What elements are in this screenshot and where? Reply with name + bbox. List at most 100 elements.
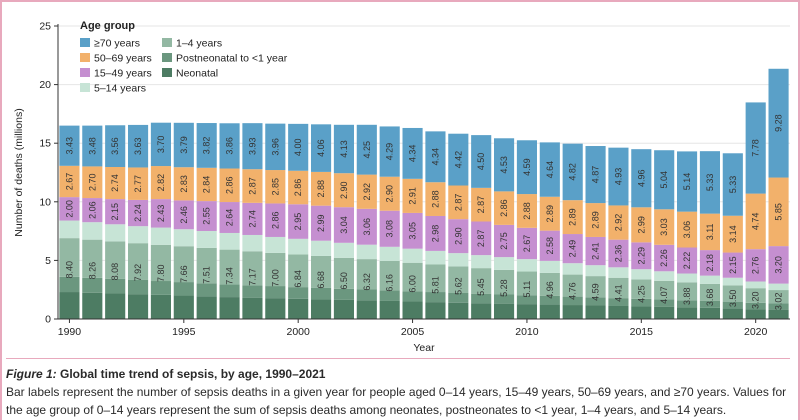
bar-2015-segment-4 [631, 242, 652, 270]
value-label-1994-labels_15_49: 2.43 [156, 205, 166, 223]
bar-2000-segment-2 [288, 254, 309, 288]
bar-2012-segment-0 [562, 305, 583, 319]
bar-1999-segment-6 [265, 123, 286, 171]
value-label-2004-labels_0_14: 6.16 [385, 274, 395, 292]
bar-1998-segment-1 [242, 285, 263, 298]
caption-text: Bar labels represent the number of sepsi… [6, 385, 787, 417]
bar-2014-segment-0 [608, 305, 629, 319]
bar-1995-segment-0 [173, 295, 194, 319]
figure-label: Figure 1: [6, 367, 57, 381]
bar-2016-segment-0 [654, 306, 675, 319]
legend-swatch-3 [80, 83, 90, 92]
bar-2017-segment-5 [676, 211, 698, 248]
bar-1990-segment-5 [59, 165, 80, 198]
value-label-1991-labels_70: 3.48 [87, 137, 97, 155]
x-tick-label-2010: 2010 [515, 326, 539, 338]
bar-1994-segment-4 [150, 199, 172, 228]
bar-1991-segment-3 [82, 222, 103, 240]
bar-2001-segment-4 [310, 205, 332, 241]
bar-1992-segment-0 [105, 293, 126, 319]
bar-2013-segment-0 [585, 305, 606, 319]
bar-2006-segment-4 [425, 215, 446, 251]
bar-2005-segment-1 [402, 291, 423, 302]
bar-2015-segment-1 [631, 298, 652, 307]
bar-2020-segment-1 [745, 302, 766, 310]
value-label-1997-labels_50_69: 2.86 [225, 177, 235, 195]
bar-2019-segment-0 [722, 308, 743, 319]
bar-2002-segment-4 [333, 207, 355, 243]
value-label-2019-labels_0_14: 3.50 [728, 290, 738, 308]
bar-1990-segment-3 [59, 220, 80, 239]
bar-2011-segment-0 [539, 304, 560, 319]
bar-2007-segment-3 [448, 253, 469, 267]
value-label-1995-labels_70: 3.79 [179, 136, 189, 154]
value-label-2011-labels_15_49: 2.58 [545, 237, 555, 255]
bar-2005-segment-6 [402, 127, 423, 179]
legend-label-0: Neonatal [176, 68, 218, 80]
bar-2009-segment-5 [493, 191, 515, 225]
value-label-2006-labels_50_69: 2.88 [430, 190, 440, 208]
value-label-2007-labels_0_14: 5.62 [453, 277, 463, 295]
x-tick-label-2015: 2015 [630, 326, 654, 338]
value-label-2019-labels_15_49: 2.15 [728, 256, 738, 274]
bar-2016-segment-1 [654, 299, 675, 307]
bar-2007-segment-5 [448, 185, 469, 220]
value-label-2009-labels_15_49: 2.75 [499, 232, 509, 250]
bar-2015-segment-5 [631, 207, 652, 243]
axes: 0 5 10 15 20 25 1990 1995 2000 2005 2010 2015 2020 [39, 21, 790, 338]
bar-2018-segment-2 [699, 283, 721, 301]
bar-2005-segment-4 [402, 212, 423, 249]
bar-1991-segment-2 [82, 239, 103, 278]
bar-2002-segment-3 [333, 242, 355, 258]
bar-2003-segment-2 [356, 259, 377, 290]
bar-2007-segment-0 [448, 302, 469, 319]
bar-2012-segment-2 [562, 274, 583, 297]
bar-2001-segment-5 [310, 171, 332, 206]
bar-2006-segment-0 [425, 302, 446, 319]
bar-2019-segment-4 [722, 252, 743, 278]
bar-2002-segment-5 [333, 173, 355, 208]
bar-2005-segment-5 [402, 178, 423, 213]
bar-2020-segment-0 [745, 309, 766, 319]
value-label-2009-labels_70: 4.53 [499, 156, 509, 174]
value-label-2021-labels_0_14: 3.02 [774, 293, 784, 311]
legend-swatch-5 [80, 53, 90, 62]
bar-1999-segment-5 [265, 170, 286, 204]
value-label-2003-labels_15_49: 3.06 [362, 218, 372, 236]
bar-2014-segment-3 [608, 267, 629, 278]
bar-1997-segment-4 [219, 202, 240, 233]
bar-2003-segment-6 [356, 124, 377, 175]
bar-2014-segment-2 [608, 277, 629, 299]
bar-2008-segment-3 [471, 255, 492, 269]
value-label-1993-labels_70: 3.63 [133, 137, 143, 155]
bar-2015-segment-0 [631, 306, 652, 319]
bar-2012-segment-4 [562, 234, 583, 264]
bar-2009-segment-1 [493, 294, 515, 304]
value-label-2017-labels_70: 5.14 [682, 173, 692, 191]
value-label-2006-labels_70: 4.34 [430, 148, 440, 166]
bar-2017-segment-3 [676, 273, 698, 283]
bar-1998-segment-4 [242, 202, 263, 235]
legend-swatch-1 [162, 53, 172, 62]
bar-2010-segment-4 [516, 227, 538, 260]
value-label-2002-labels_15_49: 3.04 [339, 216, 349, 234]
bar-1995-segment-2 [173, 246, 194, 283]
bar-1998-segment-0 [242, 297, 263, 319]
figure-caption: Figure 1: Global time trend of sepsis, b… [6, 358, 790, 419]
bar-1999-segment-1 [265, 286, 286, 299]
value-label-2007-labels_50_69: 2.87 [453, 194, 463, 212]
value-label-2011-labels_70: 4.64 [545, 161, 555, 179]
y-tick-label-20: 20 [39, 79, 51, 91]
value-label-2008-labels_70: 4.50 [476, 153, 486, 171]
bar-2020-segment-5 [745, 193, 766, 250]
bar-2021-segment-4 [768, 246, 789, 284]
value-label-2020-labels_0_14: 3.20 [751, 291, 761, 309]
bar-2018-segment-6 [699, 151, 721, 214]
bar-2020-segment-2 [745, 288, 766, 303]
legend-title: Age group [80, 20, 135, 32]
bar-2015-segment-6 [631, 149, 652, 208]
bar-2018-segment-0 [699, 307, 721, 319]
value-label-2010-labels_15_49: 2.67 [522, 235, 532, 253]
value-label-2004-labels_15_49: 3.08 [385, 220, 395, 238]
bar-1990-segment-0 [59, 292, 80, 319]
